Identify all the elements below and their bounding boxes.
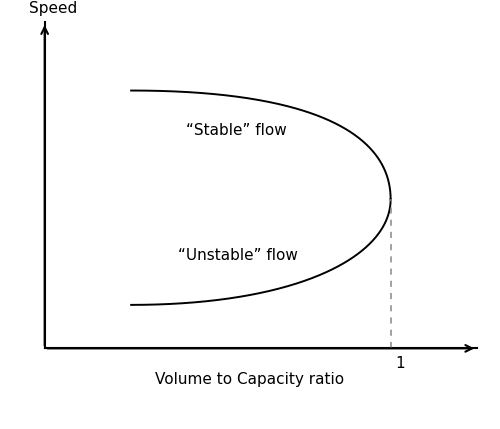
Text: “Unstable” flow: “Unstable” flow bbox=[178, 248, 298, 263]
Text: “Stable” flow: “Stable” flow bbox=[186, 124, 287, 139]
Text: Speed: Speed bbox=[29, 1, 77, 16]
Text: 1: 1 bbox=[396, 356, 405, 371]
Text: Volume to Capacity ratio: Volume to Capacity ratio bbox=[154, 372, 344, 387]
